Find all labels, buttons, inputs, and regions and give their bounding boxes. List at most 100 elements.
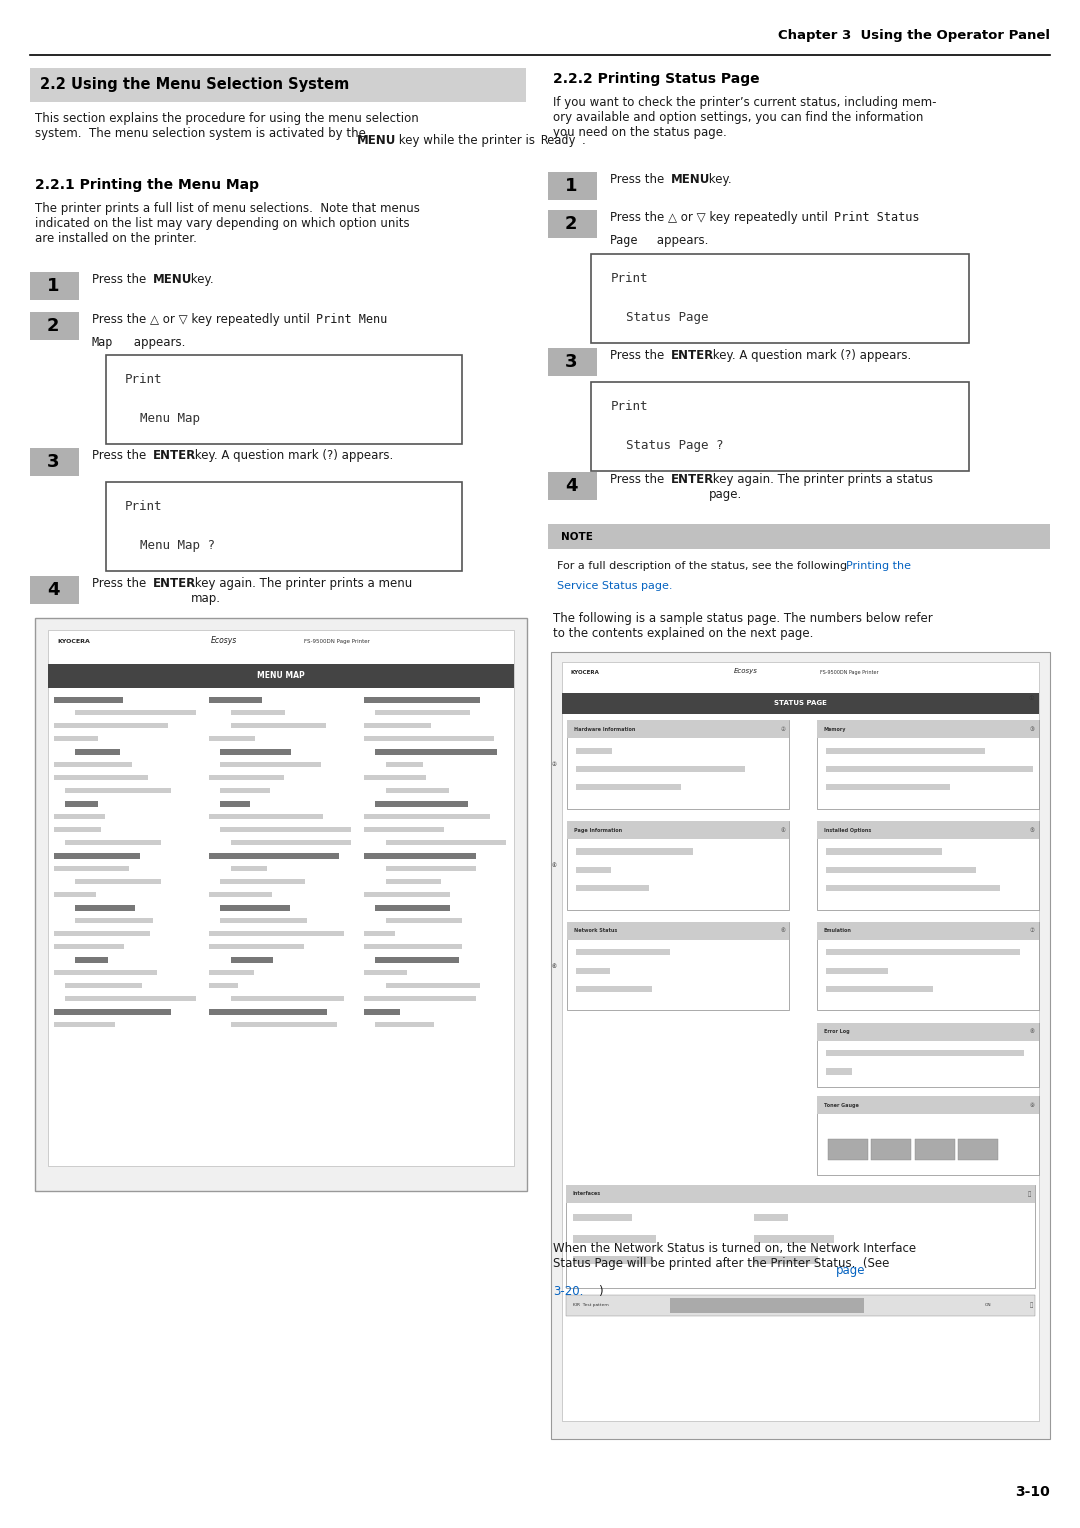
Bar — [30, 312, 79, 339]
Text: key. A question mark (?) appears.: key. A question mark (?) appears. — [708, 350, 912, 362]
Bar — [818, 821, 1039, 839]
Bar — [567, 821, 789, 839]
Text: STATUS PAGE: STATUS PAGE — [774, 700, 827, 706]
Text: appears.: appears. — [652, 234, 708, 246]
Text: 2: 2 — [48, 316, 59, 335]
Bar — [826, 866, 976, 872]
Text: MENU: MENU — [153, 274, 192, 286]
Text: Menu Map ?: Menu Map ? — [125, 539, 215, 552]
Bar — [364, 970, 407, 975]
Bar — [54, 723, 168, 727]
Text: ⑪: ⑪ — [1027, 1190, 1030, 1196]
Text: MENU: MENU — [671, 173, 711, 186]
Text: 2: 2 — [565, 215, 578, 232]
Text: Map: Map — [92, 336, 113, 348]
Bar — [364, 996, 475, 1001]
Text: FS-9500DN Page Printer: FS-9500DN Page Printer — [820, 669, 878, 675]
Text: FS-9500DN Page Printer: FS-9500DN Page Printer — [305, 639, 370, 645]
Bar — [754, 1213, 787, 1221]
Bar — [826, 784, 949, 790]
Bar — [386, 788, 449, 793]
Bar — [375, 711, 470, 715]
Bar — [364, 853, 476, 859]
Text: ④: ④ — [780, 828, 785, 833]
Bar — [818, 1022, 1039, 1086]
Bar — [230, 996, 345, 1001]
Text: Ecosys: Ecosys — [733, 668, 758, 674]
Text: Error Log: Error Log — [824, 1030, 850, 1034]
Text: 2.2.1 Printing the Menu Map: 2.2.1 Printing the Menu Map — [35, 177, 259, 193]
Text: ON: ON — [985, 1303, 991, 1308]
Bar — [364, 892, 449, 897]
Text: Print: Print — [610, 400, 648, 413]
Bar — [386, 840, 507, 845]
Bar — [818, 821, 1039, 909]
Bar — [826, 747, 985, 753]
Text: When the Network Status is turned on, the Network Interface
Status Page will be : When the Network Status is turned on, th… — [553, 1242, 917, 1270]
Bar — [49, 663, 514, 688]
Bar — [826, 1068, 852, 1074]
Bar — [826, 967, 888, 973]
Text: ⑨: ⑨ — [1030, 1103, 1035, 1108]
Text: ②: ② — [780, 727, 785, 732]
Bar — [230, 866, 268, 871]
Text: ENTER: ENTER — [153, 449, 197, 463]
Bar — [826, 766, 1032, 772]
Bar — [576, 766, 745, 772]
Bar — [65, 840, 161, 845]
Bar — [54, 775, 148, 779]
Bar — [230, 957, 273, 963]
Text: ⑦: ⑦ — [1030, 929, 1035, 934]
Text: Press the: Press the — [92, 449, 149, 463]
Bar — [386, 983, 481, 987]
Text: Press the: Press the — [92, 274, 149, 286]
Bar — [230, 840, 351, 845]
Bar — [208, 983, 238, 987]
Bar — [567, 720, 789, 808]
Bar — [548, 472, 596, 500]
Bar — [386, 918, 462, 923]
Text: ENTER: ENTER — [153, 578, 197, 590]
Text: Status Page ?: Status Page ? — [610, 440, 724, 452]
Bar — [54, 697, 123, 703]
Text: 3-20.: 3-20. — [553, 1285, 584, 1297]
Text: Hardware Information: Hardware Information — [573, 727, 635, 732]
Bar — [208, 775, 284, 779]
Bar — [36, 617, 527, 1190]
Bar — [576, 747, 612, 753]
Bar — [208, 697, 261, 703]
Text: KIR  Test pattern: KIR Test pattern — [572, 1303, 609, 1308]
Bar — [65, 801, 98, 807]
Bar — [375, 801, 468, 807]
Text: Page: Page — [609, 234, 638, 246]
Bar — [915, 1138, 955, 1160]
Bar — [54, 944, 123, 949]
Text: Print Status: Print Status — [834, 211, 920, 225]
Text: key again. The printer prints a status
page.: key again. The printer prints a status p… — [708, 474, 933, 501]
Bar — [572, 1256, 652, 1264]
Bar — [572, 1213, 632, 1221]
Text: Page Information: Page Information — [573, 828, 622, 833]
Bar — [54, 892, 96, 897]
Text: 2.2 Using the Menu Selection System: 2.2 Using the Menu Selection System — [40, 78, 349, 93]
Bar — [219, 827, 351, 831]
Bar — [566, 1184, 1035, 1288]
Text: key again. The printer prints a menu
map.: key again. The printer prints a menu map… — [191, 578, 413, 605]
Text: .: . — [581, 134, 585, 147]
Text: KYOCERA: KYOCERA — [570, 669, 599, 675]
Bar — [576, 848, 692, 854]
Text: MENU: MENU — [356, 134, 396, 147]
Text: ②: ② — [552, 762, 557, 767]
Text: NOTE: NOTE — [561, 532, 593, 541]
Bar — [364, 931, 394, 935]
Text: ): ) — [597, 1285, 603, 1297]
Text: Ecosys: Ecosys — [212, 636, 238, 645]
Bar — [230, 711, 284, 715]
Bar — [576, 967, 610, 973]
Text: Interfaces: Interfaces — [572, 1192, 600, 1196]
Bar — [754, 1235, 834, 1242]
Bar — [106, 481, 462, 570]
Text: ⑫: ⑫ — [1029, 1302, 1032, 1308]
Bar — [54, 853, 139, 859]
Bar — [49, 630, 514, 1166]
